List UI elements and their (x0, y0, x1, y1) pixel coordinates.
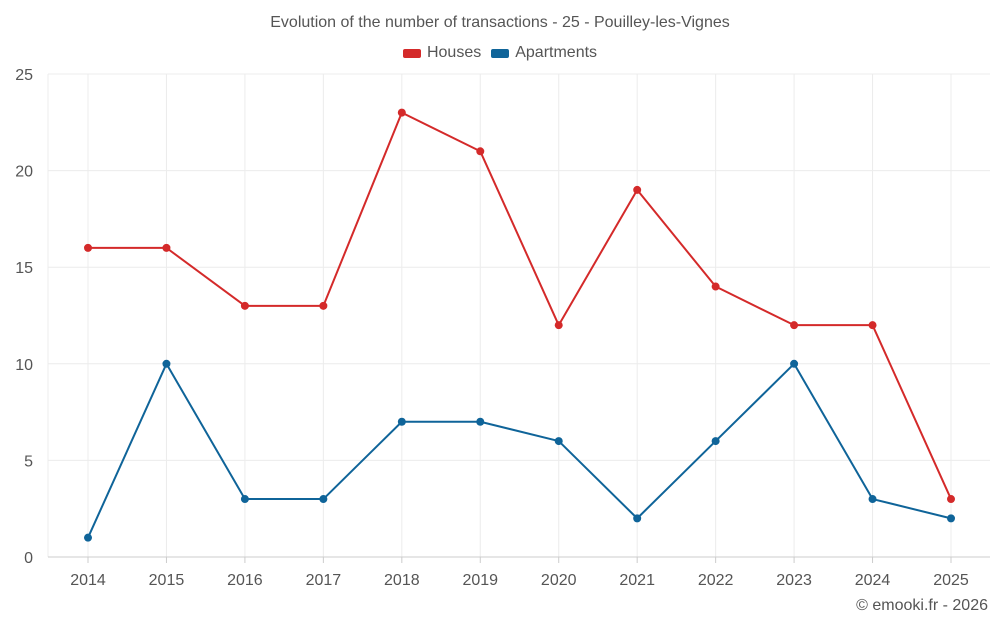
x-tick-label: 2021 (619, 572, 655, 589)
legend-item-apartments[interactable]: Apartments (491, 44, 597, 62)
data-point-houses[interactable] (319, 301, 328, 310)
grid (48, 73, 990, 558)
data-point-houses[interactable] (554, 321, 563, 330)
x-tick-label: 2019 (462, 572, 498, 589)
series-line-apartments (87, 362, 952, 539)
data-point-houses[interactable] (397, 108, 406, 117)
y-tick-label: 20 (15, 164, 33, 181)
legend-label-houses: Houses (426, 44, 482, 61)
data-point-apartments[interactable] (554, 437, 563, 446)
y-tick-label: 5 (24, 453, 33, 470)
legend: Houses Apartments (0, 44, 1000, 62)
legend-item-houses[interactable]: Houses (402, 44, 482, 62)
data-point-houses[interactable] (947, 495, 955, 504)
chart-title: Evolution of the number of transactions … (270, 14, 730, 31)
x-tick-label: 2024 (855, 572, 891, 589)
data-point-apartments[interactable] (162, 359, 171, 368)
data-point-apartments[interactable] (947, 514, 955, 523)
data-point-houses[interactable] (868, 321, 877, 330)
x-tick-label: 2020 (541, 572, 577, 589)
data-point-apartments[interactable] (476, 417, 485, 426)
data-point-apartments[interactable] (868, 495, 877, 504)
data-point-houses[interactable] (84, 243, 92, 252)
credit-text: © emooki.fr - 2026 (856, 597, 988, 614)
legend-swatch-houses (402, 48, 421, 58)
x-tick-label: 2025 (933, 572, 969, 589)
data-point-apartments[interactable] (84, 533, 92, 542)
y-tick-label: 0 (24, 550, 33, 567)
y-tick-label: 10 (15, 357, 33, 374)
data-point-apartments[interactable] (711, 437, 720, 446)
data-point-houses[interactable] (162, 243, 171, 252)
x-tick-label: 2015 (149, 572, 185, 589)
y-tick-label: 25 (15, 67, 33, 84)
data-point-houses[interactable] (790, 321, 799, 330)
x-tick-label: 2017 (306, 572, 342, 589)
x-tick-label: 2023 (776, 572, 812, 589)
axes (47, 74, 990, 563)
series-layer (84, 108, 955, 542)
x-tick-label: 2014 (70, 572, 106, 589)
legend-swatch-apartments (491, 48, 510, 58)
series-line-houses (88, 111, 952, 500)
x-tick-label: 2016 (227, 572, 263, 589)
data-point-houses[interactable] (633, 185, 642, 194)
data-point-houses[interactable] (240, 301, 249, 310)
data-point-apartments[interactable] (633, 514, 642, 523)
x-tick-label: 2022 (698, 572, 734, 589)
data-point-apartments[interactable] (319, 495, 328, 504)
legend-label-apartments: Apartments (515, 44, 598, 61)
data-point-apartments[interactable] (790, 359, 799, 368)
data-point-apartments[interactable] (397, 417, 406, 426)
data-point-houses[interactable] (711, 282, 720, 291)
data-point-houses[interactable] (476, 147, 485, 156)
y-tick-label: 15 (15, 260, 33, 277)
x-tick-label: 2018 (384, 572, 420, 589)
data-point-apartments[interactable] (240, 495, 249, 504)
